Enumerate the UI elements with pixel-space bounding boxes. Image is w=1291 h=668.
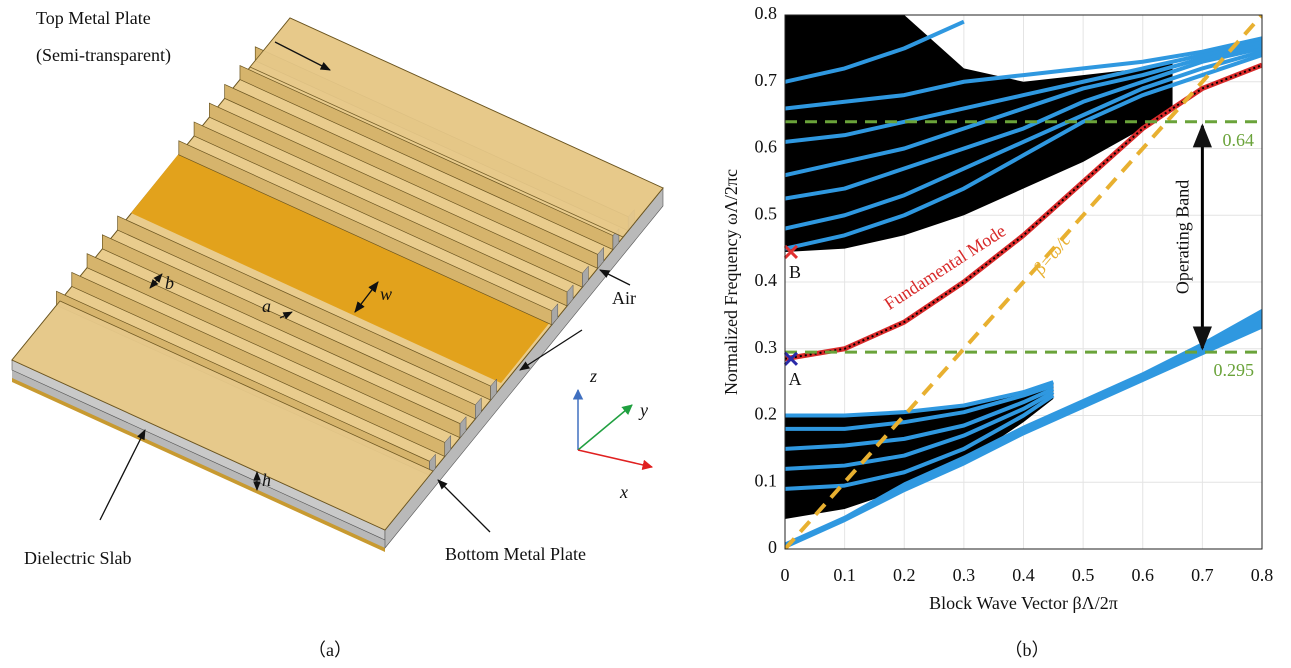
x-tick-label: 0.2 <box>893 565 916 585</box>
point-label: A <box>788 369 801 389</box>
y-tick-label: 0.6 <box>755 137 778 157</box>
x-tick-label: 0.3 <box>953 565 976 585</box>
x-tick-label: 0.4 <box>1012 565 1035 585</box>
y-tick-label: 0 <box>768 537 777 557</box>
arrow <box>100 430 145 520</box>
label: z <box>589 366 597 386</box>
x-tick-label: 0.7 <box>1191 565 1214 585</box>
y-tick-label: 0.2 <box>755 404 778 424</box>
x-axis-label: Block Wave Vector βΛ/2π <box>929 593 1118 613</box>
y-tick-label: 0.7 <box>755 70 778 90</box>
x-tick-label: 0.6 <box>1132 565 1155 585</box>
band-label: Operating Band <box>1173 180 1193 294</box>
label: Bottom Metal Plate <box>445 544 586 564</box>
x-tick-label: 0.1 <box>833 565 856 585</box>
y-tick-label: 0.8 <box>755 3 778 23</box>
y-tick-label: 0.5 <box>755 203 778 223</box>
label: a <box>262 296 271 316</box>
label: (Semi-transparent) <box>36 45 171 66</box>
panel-label: （b） <box>1005 640 1050 660</box>
x-tick-label: 0.5 <box>1072 565 1095 585</box>
panel-label: （a） <box>308 640 352 660</box>
label: Dielectric Slab <box>24 548 131 568</box>
axis-y <box>578 405 632 450</box>
label: Air <box>612 288 636 308</box>
axis-x <box>578 450 652 467</box>
x-tick-label: 0.8 <box>1251 565 1274 585</box>
label: w <box>380 284 392 304</box>
point-label: B <box>789 262 801 282</box>
label: x <box>619 482 628 502</box>
x-tick-label: 0 <box>781 565 790 585</box>
figure: Top Metal Plate (Semi-transparent) Air D… <box>0 0 1291 668</box>
reference-label: 0.64 <box>1223 130 1255 150</box>
label: y <box>638 400 648 420</box>
y-tick-label: 0.1 <box>755 470 778 490</box>
label: b <box>165 273 174 293</box>
structure-diagram: Top Metal Plate (Semi-transparent) Air D… <box>12 8 663 660</box>
band-diagram: 0 0.1 0.2 0.3 0.4 0.5 0.6 0.7 0.8 0 0.1 0.2 0.3 0.4 0.… <box>721 3 1273 660</box>
label: Top Metal Plate <box>36 8 151 28</box>
y-tick-label: 0.3 <box>755 337 778 357</box>
reference-label: 0.295 <box>1214 360 1255 380</box>
label: h <box>262 470 271 490</box>
y-axis-label: Normalized Frequency ωΛ/2πc <box>721 169 741 395</box>
arrow <box>438 480 490 532</box>
y-tick-label: 0.4 <box>755 270 778 290</box>
